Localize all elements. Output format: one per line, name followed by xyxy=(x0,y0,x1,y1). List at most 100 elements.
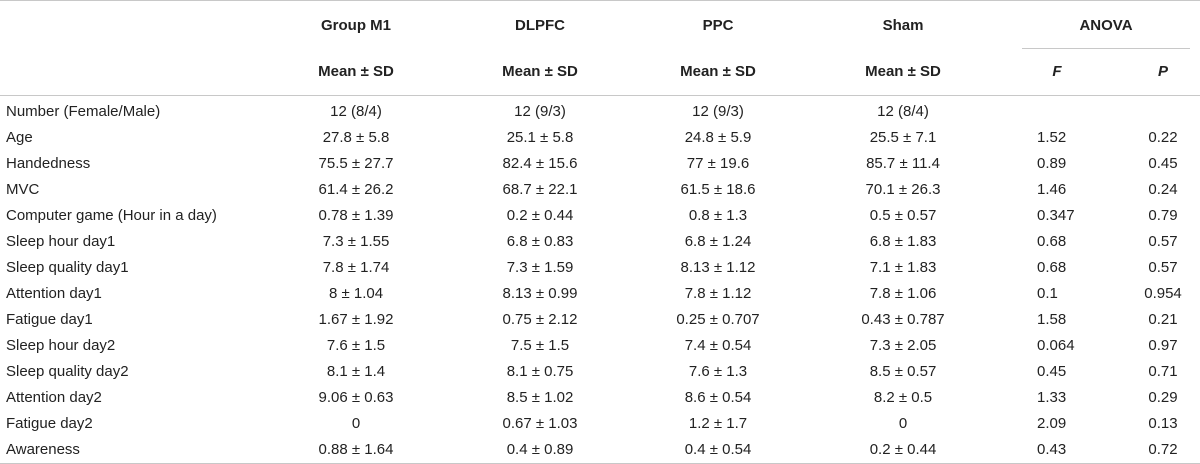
cell-p: 0.72 xyxy=(1148,441,1178,458)
cell-sham: 8.5 ± 0.57 xyxy=(869,363,937,380)
cell-ppc: 0.25 ± 0.707 xyxy=(676,311,760,328)
row-label: Fatigue day2 xyxy=(6,415,93,432)
cell-p: 0.57 xyxy=(1148,233,1178,250)
cell-sham: 0.5 ± 0.57 xyxy=(869,207,937,224)
cell-m1: 7.3 ± 1.55 xyxy=(322,233,390,250)
cell-f: 2.09 xyxy=(1037,415,1067,432)
subheader-dlpfc: Mean ± SD xyxy=(502,63,578,80)
cell-sham: 0.43 ± 0.787 xyxy=(861,311,945,328)
table-row: MVC 61.4 ± 26.2 68.7 ± 22.1 61.5 ± 18.6 … xyxy=(0,177,1200,203)
cell-dlpfc: 8.1 ± 0.75 xyxy=(506,363,574,380)
table-row: Age 27.8 ± 5.8 25.1 ± 5.8 24.8 ± 5.9 25.… xyxy=(0,125,1200,151)
cell-ppc: 77 ± 19.6 xyxy=(686,155,750,172)
cell-m1: 27.8 ± 5.8 xyxy=(322,129,390,146)
row-label: Awareness xyxy=(6,441,80,458)
row-label: Age xyxy=(6,129,33,146)
cell-dlpfc: 0.2 ± 0.44 xyxy=(506,207,574,224)
cell-sham: 12 (8/4) xyxy=(877,103,929,120)
cell-f: 0.43 xyxy=(1037,441,1067,458)
row-label: Fatigue day1 xyxy=(6,311,93,328)
table-row: Attention day2 9.06 ± 0.63 8.5 ± 1.02 8.… xyxy=(0,385,1200,411)
cell-dlpfc: 68.7 ± 22.1 xyxy=(502,181,578,198)
cell-m1: 75.5 ± 27.7 xyxy=(318,155,394,172)
cell-ppc: 24.8 ± 5.9 xyxy=(684,129,752,146)
cell-dlpfc: 25.1 ± 5.8 xyxy=(506,129,574,146)
row-label: Computer game (Hour in a day) xyxy=(6,207,217,224)
cell-f: 0.347 xyxy=(1037,207,1075,224)
cell-m1: 9.06 ± 0.63 xyxy=(318,389,394,406)
cell-sham: 70.1 ± 26.3 xyxy=(865,181,941,198)
table-row: Handedness 75.5 ± 27.7 82.4 ± 15.6 77 ± … xyxy=(0,151,1200,177)
cell-p: 0.57 xyxy=(1148,259,1178,276)
cell-p: 0.13 xyxy=(1148,415,1178,432)
cell-m1: 7.6 ± 1.5 xyxy=(326,337,386,354)
cell-p: 0.45 xyxy=(1148,155,1178,172)
table-row: Attention day1 8 ± 1.04 8.13 ± 0.99 7.8 … xyxy=(0,281,1200,307)
cell-f: 1.46 xyxy=(1037,181,1067,198)
header-group-ppc: PPC xyxy=(702,17,734,34)
cell-sham: 7.1 ± 1.83 xyxy=(869,259,937,276)
cell-sham: 85.7 ± 11.4 xyxy=(866,155,940,172)
cell-sham: 6.8 ± 1.83 xyxy=(869,233,937,250)
cell-m1: 61.4 ± 26.2 xyxy=(318,181,394,198)
row-label: Attention day1 xyxy=(6,285,102,302)
cell-f: 0.89 xyxy=(1037,155,1067,172)
cell-f: 1.52 xyxy=(1037,129,1067,146)
table-row: Fatigue day2 0 0.67 ± 1.03 1.2 ± 1.7 0 2… xyxy=(0,411,1200,437)
row-label: Sleep hour day1 xyxy=(6,233,116,250)
cell-f: 0.1 xyxy=(1037,285,1058,302)
cell-f: 0.68 xyxy=(1037,233,1067,250)
table-row: Computer game (Hour in a day) 0.78 ± 1.3… xyxy=(0,203,1200,229)
row-label: MVC xyxy=(6,181,40,198)
cell-m1: 0 xyxy=(351,415,361,432)
cell-f: 0.45 xyxy=(1037,363,1067,380)
cell-ppc: 7.6 ± 1.3 xyxy=(688,363,748,380)
cell-ppc: 8.13 ± 1.12 xyxy=(680,259,756,276)
cell-dlpfc: 0.67 ± 1.03 xyxy=(502,415,578,432)
table-row: Fatigue day1 1.67 ± 1.92 0.75 ± 2.12 0.2… xyxy=(0,307,1200,333)
subheader-sham: Mean ± SD xyxy=(865,63,941,80)
table-top-rule xyxy=(0,0,1200,1)
subheader-m1: Mean ± SD xyxy=(318,63,394,80)
cell-ppc: 0.4 ± 0.54 xyxy=(684,441,752,458)
cell-p: 0.79 xyxy=(1148,207,1178,224)
table-row: Awareness 0.88 ± 1.64 0.4 ± 0.89 0.4 ± 0… xyxy=(0,437,1200,463)
table-row: Sleep hour day1 7.3 ± 1.55 6.8 ± 0.83 6.… xyxy=(0,229,1200,255)
cell-m1: 7.8 ± 1.74 xyxy=(322,259,390,276)
cell-p: 0.21 xyxy=(1148,311,1178,328)
cell-p: 0.954 xyxy=(1144,285,1182,302)
header-group-sham: Sham xyxy=(882,17,924,34)
cell-sham: 7.8 ± 1.06 xyxy=(869,285,937,302)
cell-sham: 25.5 ± 7.1 xyxy=(869,129,937,146)
cell-dlpfc: 6.8 ± 0.83 xyxy=(506,233,574,250)
cell-sham: 0 xyxy=(898,415,908,432)
cell-m1: 8 ± 1.04 xyxy=(328,285,384,302)
cell-p: 0.71 xyxy=(1148,363,1178,380)
cell-dlpfc: 8.13 ± 0.99 xyxy=(502,285,578,302)
cell-m1: 12 (8/4) xyxy=(330,103,382,120)
row-label: Sleep quality day1 xyxy=(6,259,129,276)
subheader-f: F xyxy=(1052,63,1062,80)
cell-sham: 7.3 ± 2.05 xyxy=(869,337,937,354)
cell-m1: 0.78 ± 1.39 xyxy=(318,207,394,224)
cell-dlpfc: 7.5 ± 1.5 xyxy=(510,337,570,354)
cell-sham: 8.2 ± 0.5 xyxy=(873,389,933,406)
header-group-dlpfc: DLPFC xyxy=(515,17,565,34)
cell-dlpfc: 82.4 ± 15.6 xyxy=(502,155,578,172)
row-label: Handedness xyxy=(6,155,91,172)
anova-header-rule xyxy=(1022,48,1190,49)
cell-dlpfc: 8.5 ± 1.02 xyxy=(506,389,574,406)
cell-f: 1.33 xyxy=(1037,389,1067,406)
cell-p: 0.29 xyxy=(1148,389,1178,406)
cell-f: 1.58 xyxy=(1037,311,1067,328)
cell-dlpfc: 7.3 ± 1.59 xyxy=(506,259,574,276)
cell-ppc: 7.4 ± 0.54 xyxy=(684,337,752,354)
row-label: Attention day2 xyxy=(6,389,102,406)
cell-p: 0.24 xyxy=(1148,181,1178,198)
cell-f: 0.064 xyxy=(1037,337,1075,354)
cell-dlpfc: 12 (9/3) xyxy=(514,103,566,120)
cell-f: 0.68 xyxy=(1037,259,1067,276)
cell-m1: 8.1 ± 1.4 xyxy=(326,363,386,380)
table-row: Sleep quality day1 7.8 ± 1.74 7.3 ± 1.59… xyxy=(0,255,1200,281)
cell-sham: 0.2 ± 0.44 xyxy=(869,441,937,458)
